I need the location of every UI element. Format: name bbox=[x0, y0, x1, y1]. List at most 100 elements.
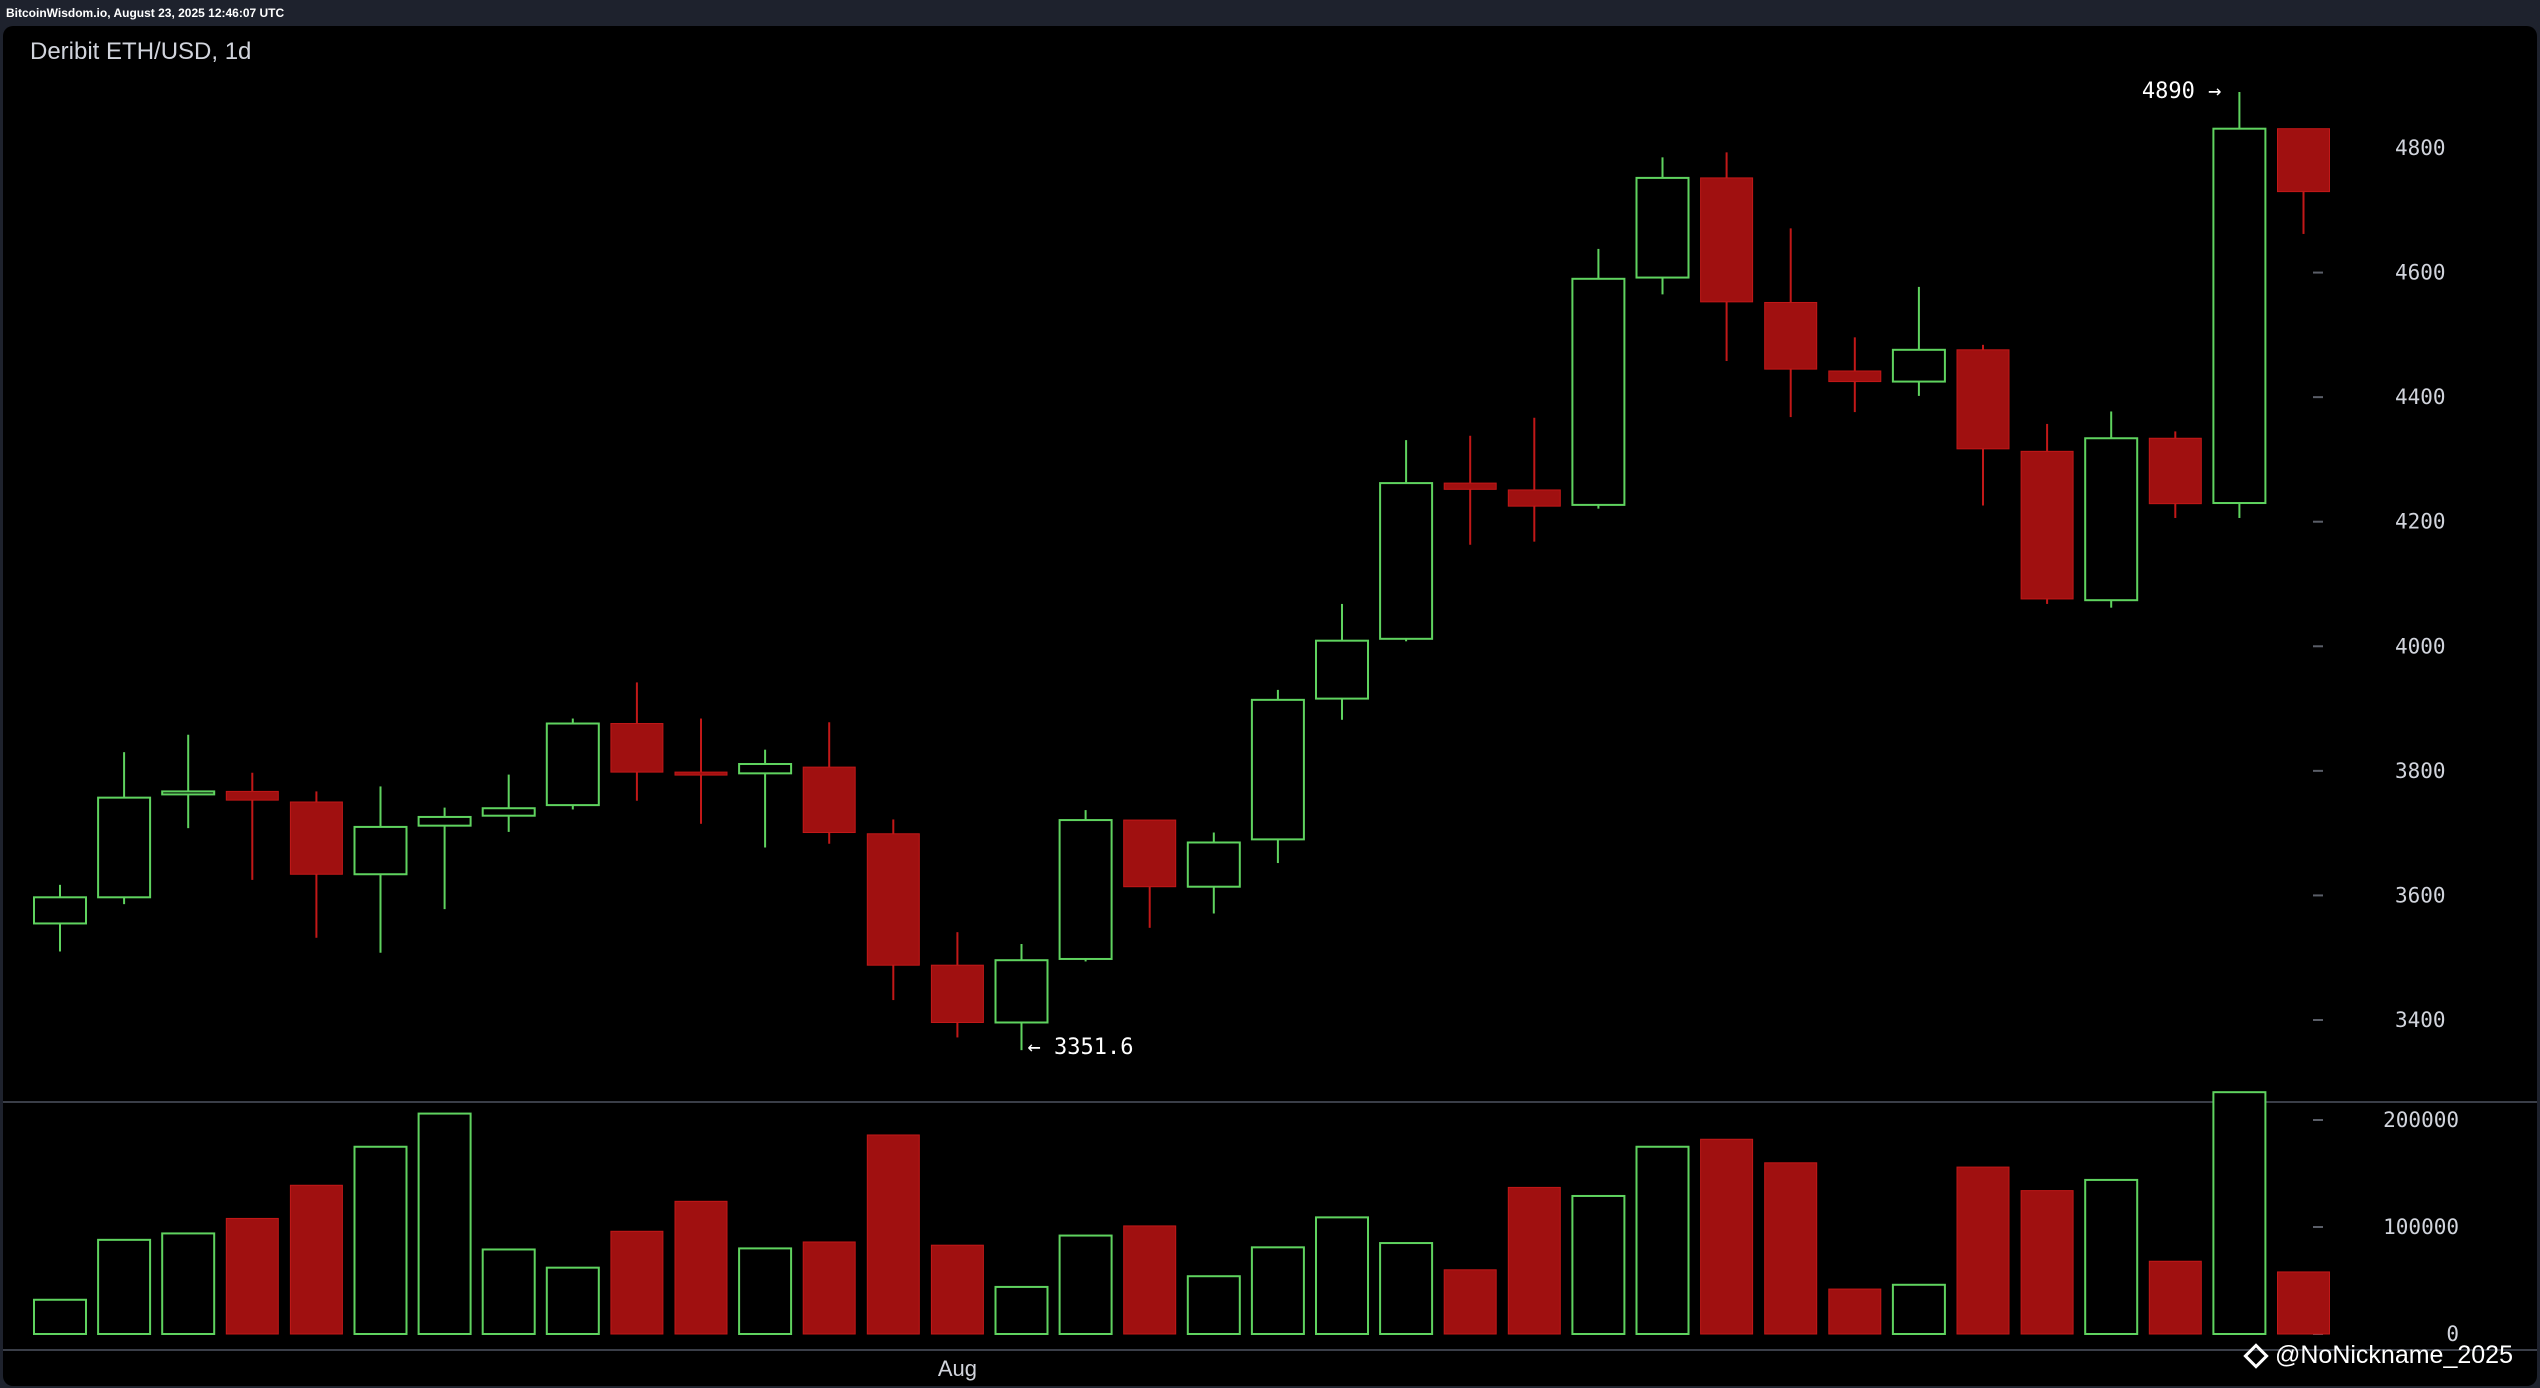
candle-up bbox=[2084, 411, 2139, 608]
candle-up bbox=[1571, 248, 1626, 509]
volume-bar-up bbox=[545, 1266, 600, 1336]
volume-bar-down bbox=[1123, 1225, 1177, 1335]
candle-body bbox=[2148, 437, 2202, 505]
volume-bar-up bbox=[417, 1112, 472, 1335]
candle-body bbox=[1507, 489, 1561, 507]
candle-body bbox=[1764, 301, 1818, 370]
price-tick-label: 4400 bbox=[2395, 385, 2446, 409]
candle-body bbox=[674, 771, 728, 776]
watermark-text: @NoNickname_2025 bbox=[2274, 1341, 2513, 1369]
candle-up bbox=[353, 786, 408, 953]
candle-up bbox=[1379, 440, 1434, 642]
volume-bar-down bbox=[674, 1200, 728, 1335]
candle-body bbox=[2277, 128, 2330, 193]
binance-logo-icon bbox=[2243, 1342, 2269, 1369]
candle-body bbox=[738, 763, 793, 775]
volume-bar-up bbox=[1891, 1283, 1946, 1336]
candle-body bbox=[1700, 177, 1754, 303]
volume-bar-up bbox=[1635, 1145, 1690, 1335]
candle-down bbox=[610, 682, 664, 801]
candle-body bbox=[1956, 349, 2010, 450]
candle-body bbox=[2084, 437, 2139, 602]
volume-bar-up bbox=[481, 1248, 536, 1335]
volume-bar-up bbox=[1186, 1275, 1241, 1335]
candlestick-chart: 3400 3600 3800 4000 4200 4400 4600 4800 0 100000… bbox=[3, 79, 2537, 1381]
candle-down bbox=[930, 932, 984, 1038]
volume-bar-down bbox=[866, 1134, 920, 1335]
volume-bar-down bbox=[802, 1241, 856, 1335]
candle-body bbox=[225, 790, 279, 801]
candle-body bbox=[289, 801, 343, 875]
candle-body bbox=[1443, 482, 1497, 490]
chart-title: Deribit ETH/USD, 1d bbox=[30, 38, 252, 65]
candle-down bbox=[1828, 337, 1882, 413]
price-tick-label: 3600 bbox=[2395, 883, 2446, 907]
candle-body bbox=[481, 807, 536, 817]
volume-bar-down bbox=[930, 1244, 984, 1335]
candle-up bbox=[481, 774, 536, 832]
candle-body bbox=[1123, 819, 1177, 888]
candle-up bbox=[1250, 689, 1305, 864]
candle-body bbox=[1315, 639, 1369, 700]
candle-up bbox=[33, 884, 87, 952]
candle-body bbox=[994, 959, 1049, 1024]
price-tick-label: 3400 bbox=[2395, 1008, 2446, 1032]
candle-body bbox=[33, 896, 87, 925]
volume-bar-down bbox=[1507, 1186, 1561, 1335]
candle-up bbox=[417, 807, 472, 910]
candle-down bbox=[2148, 431, 2202, 518]
candle-up bbox=[1315, 603, 1369, 720]
volume-bar-down bbox=[225, 1217, 279, 1335]
candle-down bbox=[289, 791, 343, 938]
candle-body bbox=[1828, 370, 1882, 383]
volume-bar-up bbox=[97, 1238, 152, 1335]
volume-tick-label: 100000 bbox=[2383, 1215, 2459, 1239]
volume-tick-label: 0 bbox=[2446, 1322, 2459, 1346]
candle-body bbox=[1250, 698, 1305, 841]
candle-body bbox=[1379, 482, 1434, 640]
candle-up bbox=[1186, 832, 1241, 914]
candle-body bbox=[1891, 348, 1946, 383]
volume-bar-up bbox=[353, 1145, 408, 1335]
candle-up bbox=[1635, 157, 1690, 295]
candle-body bbox=[1186, 841, 1241, 888]
volume-bar-up bbox=[738, 1247, 793, 1336]
volume-bar-down bbox=[1443, 1269, 1497, 1335]
price-tick-label: 4000 bbox=[2395, 634, 2446, 658]
candle-body bbox=[417, 815, 472, 827]
watermark: @NoNickname_2025 bbox=[2243, 1341, 2513, 1370]
volume-bar-up bbox=[1315, 1216, 1369, 1335]
low-price-label: ← 3351.6 bbox=[1028, 1035, 1134, 1060]
volume-bar-up bbox=[1379, 1242, 1434, 1336]
candle-body bbox=[545, 722, 600, 807]
candle-up bbox=[994, 944, 1049, 1051]
candle-down bbox=[1123, 819, 1177, 928]
candle-body bbox=[1058, 819, 1113, 960]
candle-up bbox=[161, 734, 216, 829]
volume-bar-down bbox=[1956, 1166, 2010, 1335]
candle-body bbox=[2212, 127, 2267, 505]
candles bbox=[33, 91, 2330, 1051]
volume-bar-up bbox=[1058, 1234, 1113, 1336]
volume-bar-up bbox=[1571, 1194, 1626, 1335]
candle-up bbox=[97, 752, 152, 905]
candle-up bbox=[2212, 91, 2267, 518]
price-tick-label: 4600 bbox=[2395, 261, 2446, 285]
candle-body bbox=[802, 766, 856, 834]
candle-down bbox=[866, 819, 920, 1001]
candle-down bbox=[1443, 435, 1497, 545]
source-timestamp: BitcoinWisdom.io, August 23, 2025 12:46:… bbox=[6, 6, 285, 20]
chart-panel: 3400 3600 3800 4000 4200 4400 4600 4800 0 100000… bbox=[3, 26, 2537, 1386]
candle-down bbox=[674, 718, 728, 824]
volume-bar-up bbox=[161, 1232, 216, 1336]
candle-down bbox=[1764, 228, 1818, 418]
volume-bar-down bbox=[1700, 1138, 1754, 1335]
high-price-label: 4890 → bbox=[2142, 79, 2221, 104]
volume-bar-up bbox=[994, 1285, 1049, 1336]
candle-down bbox=[1700, 152, 1754, 362]
volume-bar-down bbox=[610, 1230, 664, 1335]
candle-down bbox=[225, 772, 279, 880]
volume-bar-down bbox=[1764, 1162, 1818, 1335]
price-tick-label: 3800 bbox=[2395, 759, 2446, 783]
price-axis: 3400 3600 3800 4000 4200 4400 4600 4800 bbox=[2313, 136, 2446, 1032]
